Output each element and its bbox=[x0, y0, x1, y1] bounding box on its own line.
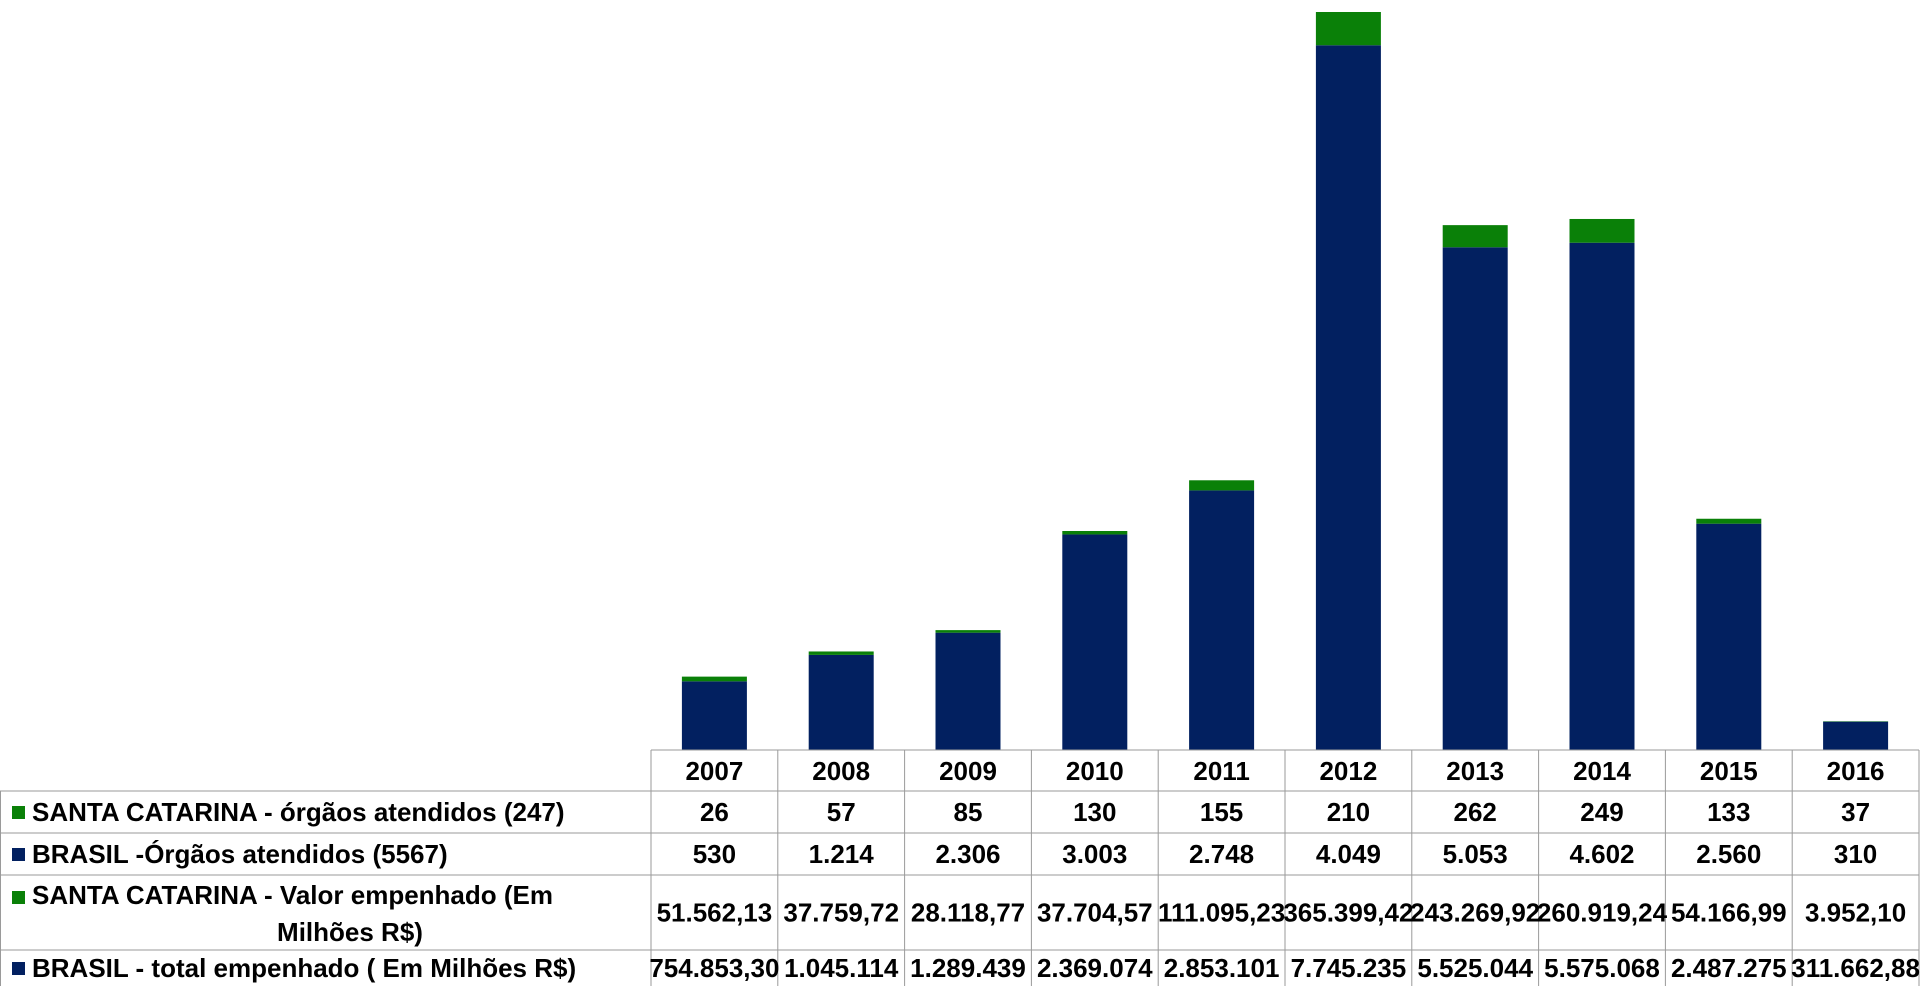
cell-0-2009: 85 bbox=[954, 797, 983, 827]
cell-1-2012: 4.049 bbox=[1316, 839, 1381, 869]
cell-3-2010: 2.369.074 bbox=[1037, 953, 1153, 983]
bar-brasil-total-2010 bbox=[1062, 534, 1128, 750]
row-label-0: SANTA CATARINA - órgãos atendidos (247) bbox=[32, 797, 565, 827]
bar-santa-catarina-valor-2010 bbox=[1062, 531, 1128, 535]
bar-santa-catarina-valor-2012 bbox=[1315, 12, 1381, 46]
legend-key-3 bbox=[12, 962, 25, 975]
cell-1-2011: 2.748 bbox=[1189, 839, 1254, 869]
cell-0-2008: 57 bbox=[827, 797, 856, 827]
cell-1-2010: 3.003 bbox=[1062, 839, 1127, 869]
year-label-2007: 2007 bbox=[685, 756, 743, 786]
cell-3-2013: 5.525.044 bbox=[1417, 953, 1533, 983]
bar-brasil-total-2012 bbox=[1315, 45, 1381, 751]
year-label-2015: 2015 bbox=[1700, 756, 1758, 786]
bar-santa-catarina-valor-2014 bbox=[1569, 218, 1635, 243]
row-label-santa-catarina-valor-cont: Milhões R$) bbox=[277, 917, 423, 947]
cell-3-2009: 1.289.439 bbox=[910, 953, 1026, 983]
year-label-2009: 2009 bbox=[939, 756, 997, 786]
plot-area bbox=[681, 12, 1889, 751]
cell-2-2015: 54.166,99 bbox=[1671, 898, 1787, 928]
cell-3-2011: 2.853.101 bbox=[1164, 953, 1280, 983]
cell-0-2012: 210 bbox=[1327, 797, 1370, 827]
year-label-2016: 2016 bbox=[1827, 756, 1885, 786]
year-label-2010: 2010 bbox=[1066, 756, 1124, 786]
cell-0-2011: 155 bbox=[1200, 797, 1243, 827]
bar-brasil-total-2013 bbox=[1442, 247, 1508, 750]
bar-santa-catarina-valor-2007 bbox=[681, 676, 747, 682]
cell-2-2012: 365.399,42 bbox=[1283, 898, 1413, 928]
cell-1-2014: 4.602 bbox=[1569, 839, 1634, 869]
year-label-2013: 2013 bbox=[1446, 756, 1504, 786]
year-label-2008: 2008 bbox=[812, 756, 870, 786]
cell-3-2014: 5.575.068 bbox=[1544, 953, 1660, 983]
cell-1-2009: 2.306 bbox=[935, 839, 1000, 869]
year-label-2014: 2014 bbox=[1573, 756, 1631, 786]
legend-key-2 bbox=[12, 891, 25, 904]
cell-2-2008: 37.759,72 bbox=[783, 898, 899, 928]
bar-santa-catarina-valor-2015 bbox=[1696, 518, 1762, 524]
cell-3-2012: 7.745.235 bbox=[1291, 953, 1407, 983]
bar-brasil-total-2014 bbox=[1569, 242, 1635, 750]
cell-0-2016: 37 bbox=[1841, 797, 1870, 827]
bar-brasil-total-2011 bbox=[1189, 490, 1255, 750]
cell-2-2010: 37.704,57 bbox=[1037, 898, 1153, 928]
bar-santa-catarina-valor-2009 bbox=[935, 630, 1001, 633]
bar-santa-catarina-valor-2013 bbox=[1442, 225, 1508, 248]
legend-key-1 bbox=[12, 848, 25, 861]
cell-0-2013: 262 bbox=[1454, 797, 1497, 827]
row-label-santa-catarina-valor: SANTA CATARINA - Valor empenhado (Em bbox=[32, 880, 553, 910]
bar-brasil-total-2008 bbox=[808, 654, 874, 750]
cell-2-2013: 243.269,92 bbox=[1410, 898, 1540, 928]
cell-0-2010: 130 bbox=[1073, 797, 1116, 827]
row-label-1: BRASIL -Órgãos atendidos (5567) bbox=[32, 839, 448, 869]
cell-0-2014: 249 bbox=[1580, 797, 1623, 827]
bar-brasil-total-2007 bbox=[681, 681, 747, 750]
cell-3-2007: 754.853,30 bbox=[649, 953, 779, 983]
year-label-2012: 2012 bbox=[1319, 756, 1377, 786]
legend-key-0 bbox=[12, 806, 25, 819]
cell-2-2011: 111.095,23 bbox=[1158, 898, 1285, 928]
year-label-2011: 2011 bbox=[1193, 756, 1249, 786]
cell-3-2015: 2.487.275 bbox=[1671, 953, 1787, 983]
cell-1-2008: 1.214 bbox=[809, 839, 875, 869]
cell-0-2007: 26 bbox=[700, 797, 729, 827]
cell-3-2008: 1.045.114 bbox=[784, 953, 899, 983]
row-label-3: BRASIL - total empenhado ( Em Milhões R$… bbox=[32, 953, 576, 983]
cell-1-2013: 5.053 bbox=[1443, 839, 1508, 869]
cell-2-2009: 28.118,77 bbox=[911, 898, 1025, 928]
cell-1-2015: 2.560 bbox=[1696, 839, 1761, 869]
data-table: 2007 2008 2009 2010 2011 2012 2013 2014 2015 2016… bbox=[0, 749, 1920, 986]
cell-0-2015: 133 bbox=[1707, 797, 1750, 827]
cell-1-2007: 530 bbox=[693, 839, 736, 869]
bar-brasil-total-2015 bbox=[1696, 523, 1762, 750]
bar-santa-catarina-valor-2008 bbox=[808, 651, 874, 655]
bar-brasil-total-2009 bbox=[935, 632, 1001, 750]
cell-2-2016: 3.952,10 bbox=[1805, 898, 1906, 928]
cell-3-2016: 311.662,88 bbox=[1791, 953, 1920, 983]
bar-brasil-total-2016 bbox=[1823, 721, 1889, 750]
cell-2-2007: 51.562,13 bbox=[657, 898, 773, 928]
cell-1-2016: 310 bbox=[1834, 839, 1877, 869]
bar-santa-catarina-valor-2011 bbox=[1189, 480, 1255, 491]
cell-2-2014: 260.919,24 bbox=[1537, 898, 1668, 928]
